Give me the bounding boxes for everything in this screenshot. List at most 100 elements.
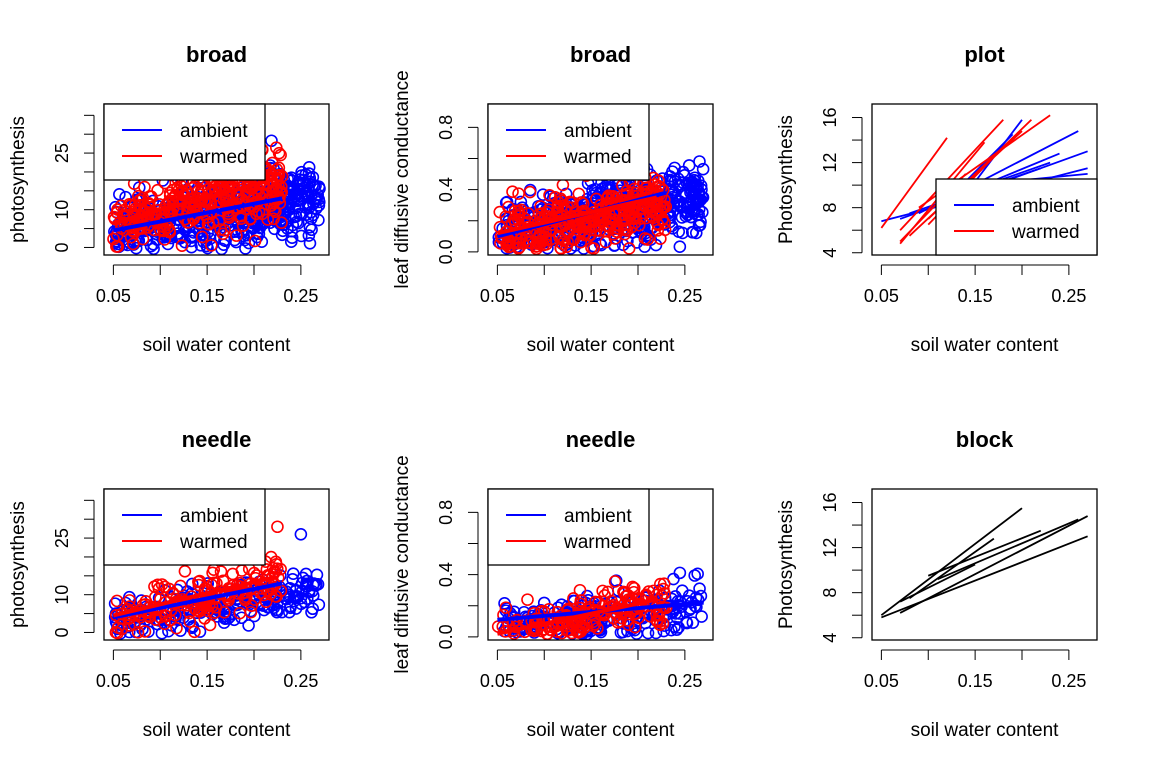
x-tick-label: 0.25: [667, 671, 702, 691]
data-point-warmed: [516, 237, 530, 250]
data-point-warmed: [131, 626, 145, 639]
data-point-ambient: [302, 160, 316, 174]
data-point-warmed: [267, 203, 281, 217]
x-tick-label: 0.25: [1051, 671, 1086, 691]
data-point-warmed: [230, 229, 243, 242]
data-point-warmed: [248, 234, 262, 248]
data-point-ambient: [109, 200, 122, 214]
data-point-warmed: [652, 609, 666, 622]
data-point-ambient: [289, 210, 303, 223]
data-point-warmed: [644, 209, 658, 222]
data-point-ambient: [285, 224, 298, 238]
data-point-ambient: [307, 577, 321, 590]
panel-title: block: [956, 427, 1014, 452]
plot-area: [492, 155, 710, 255]
x-axis-label: soil water content: [527, 335, 676, 356]
x-axis-label: soil water content: [527, 720, 676, 741]
data-point-ambient: [312, 598, 326, 612]
data-point-warmed: [560, 240, 573, 254]
data-point-ambient: [577, 242, 591, 255]
data-point-warmed: [521, 593, 534, 606]
data-point-warmed: [576, 620, 589, 634]
data-point-warmed: [183, 615, 197, 628]
panel-5: needle soil water content leaf diffusive c…: [392, 427, 714, 741]
data-point-warmed: [275, 216, 288, 229]
data-point-warmed: [244, 605, 258, 619]
data-point-warmed: [259, 595, 273, 609]
data-point-ambient: [268, 213, 282, 227]
data-point-ambient: [298, 595, 311, 609]
data-point-warmed: [585, 241, 598, 255]
y-tick-label: 25: [52, 528, 72, 548]
data-point-warmed: [107, 232, 120, 246]
data-point-ambient: [211, 610, 224, 623]
legend-label-ambient: ambient: [564, 506, 632, 527]
y-axis-label: photosynthesis: [8, 501, 29, 628]
regression-segment: [899, 119, 1004, 231]
data-point-warmed: [209, 601, 223, 614]
y-tick-label: 10: [52, 585, 72, 605]
fit-line-warmed: [112, 177, 274, 225]
legend-label-ambient: ambient: [180, 506, 248, 527]
data-point-ambient: [673, 566, 687, 580]
data-point-warmed: [269, 555, 283, 569]
data-point-ambient: [679, 206, 692, 219]
panel-title: broad: [570, 42, 631, 67]
data-point-warmed: [123, 594, 136, 607]
fit-line-warmed: [496, 597, 658, 636]
data-point-ambient: [172, 231, 186, 245]
data-point-warmed: [608, 232, 622, 245]
data-point-warmed: [136, 232, 150, 246]
data-point-warmed: [658, 216, 671, 230]
x-tick-label: 0.15: [958, 671, 993, 691]
legend-label-ambient: ambient: [1012, 196, 1080, 217]
fit-line-warmed: [496, 195, 658, 236]
legend-label-warmed: warmed: [179, 147, 248, 168]
data-point-warmed: [657, 200, 671, 214]
data-point-warmed: [157, 224, 171, 238]
legend-box: [103, 103, 266, 181]
data-point-ambient: [696, 191, 710, 204]
data-point-warmed: [658, 223, 672, 237]
data-point-warmed: [126, 237, 140, 251]
data-point-warmed: [195, 230, 209, 244]
data-point-warmed: [243, 213, 257, 226]
data-point-warmed: [110, 594, 124, 608]
data-point-warmed: [622, 209, 635, 223]
data-point-ambient: [695, 610, 708, 623]
panel-1: broad soil water content photosynthesis 0.0…: [8, 42, 330, 356]
x-axis-label: soil water content: [911, 335, 1060, 356]
panel-4: needle soil water content photosynthesis 0.…: [8, 427, 330, 741]
data-point-ambient: [300, 574, 314, 588]
x-tick-label: 0.15: [958, 286, 993, 306]
x-axis-label: soil water content: [143, 720, 292, 741]
y-tick-label: 25: [52, 143, 72, 163]
legend-box: [487, 103, 650, 181]
y-tick-label: 0.0: [436, 624, 456, 649]
x-tick-label: 0.15: [190, 286, 225, 306]
data-point-ambient: [663, 170, 677, 183]
data-point-ambient: [299, 168, 313, 181]
fit-line-warmed: [112, 575, 274, 618]
data-point-ambient: [294, 229, 308, 243]
legend-label-ambient: ambient: [180, 121, 248, 142]
data-point-warmed: [148, 580, 161, 593]
data-point-warmed: [655, 589, 669, 603]
data-point-warmed: [216, 227, 230, 241]
data-point-warmed: [545, 224, 558, 237]
data-point-warmed: [192, 575, 205, 589]
data-point-warmed: [574, 235, 588, 249]
fit-line-ambient: [113, 196, 283, 233]
data-point-ambient: [290, 186, 304, 200]
y-tick-label: 4: [820, 248, 840, 258]
data-point-warmed: [553, 230, 566, 244]
regression-segment: [880, 137, 948, 229]
data-point-warmed: [494, 236, 507, 250]
data-point-warmed: [587, 220, 601, 233]
data-point-warmed: [540, 238, 553, 251]
data-point-ambient: [682, 159, 696, 172]
legend: ambient warmed: [103, 488, 266, 566]
y-tick-label: 8: [820, 203, 840, 213]
data-point-warmed: [499, 601, 513, 614]
data-point-warmed: [657, 577, 671, 590]
